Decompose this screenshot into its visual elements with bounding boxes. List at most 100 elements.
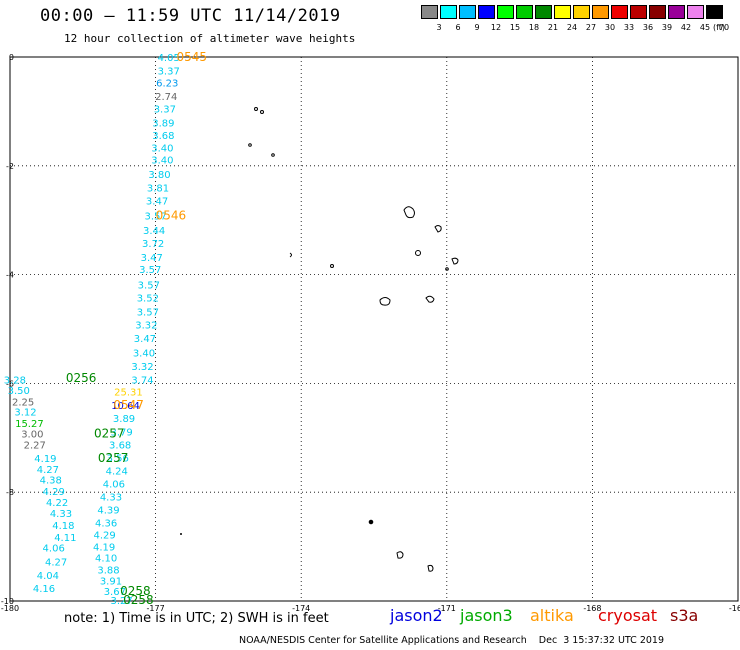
legend-unit: (ft): [712, 23, 726, 32]
legend-swatch: [649, 5, 666, 19]
legend-swatch: [535, 5, 552, 19]
y-tick-label: -8: [6, 488, 14, 497]
island-outline: [425, 295, 435, 303]
wave-height-value: 3.44: [143, 226, 165, 237]
wave-height-value: 4.06: [43, 544, 65, 555]
wave-height-value: 3.80: [148, 170, 170, 181]
y-tick-label: -10: [1, 597, 14, 606]
wave-height-value: 3.68: [152, 131, 174, 142]
wave-height-value: 3.32: [131, 362, 153, 373]
wave-height-value: 4.06: [103, 479, 125, 490]
y-tick-label: -4: [6, 271, 14, 280]
wave-height-value: 3.88: [97, 565, 119, 576]
wave-height-value: 4.19: [34, 454, 56, 465]
wave-height-value: 25.31: [114, 388, 143, 399]
legend-label: 3: [436, 23, 442, 32]
x-tick-label: -177: [147, 604, 165, 613]
wave-height-value: 3.40: [133, 348, 155, 359]
pass-time-label: 0256: [66, 371, 97, 385]
wave-height-value: 4.33: [100, 493, 122, 504]
legend-label: 70: [718, 23, 730, 32]
island-outline: [451, 257, 459, 265]
x-tick-label: -174: [292, 604, 310, 613]
wave-height-value: 10.64: [111, 401, 140, 412]
grid-lines: [10, 57, 738, 601]
x-tick-label: -168: [583, 604, 601, 613]
wave-height-value: 3.32: [135, 321, 157, 332]
wave-height-value: 4.10: [95, 553, 117, 564]
wave-height-value: 2.27: [24, 440, 46, 451]
island-outline: [368, 519, 374, 525]
island-outline: [396, 551, 404, 559]
wave-height-value: 3.79: [110, 427, 132, 438]
island-outline: [330, 264, 334, 268]
map-subtitle: 12 hour collection of altimeter wave hei…: [64, 32, 356, 45]
wave-height-value: 3.12: [14, 408, 36, 419]
islands: [180, 107, 459, 572]
pass-time-label: 0257: [98, 451, 129, 465]
wave-height-value: 3.57: [139, 265, 161, 276]
legend-label: 33: [623, 23, 635, 32]
wave-height-value: 3.81: [147, 184, 169, 195]
wave-height-value: 3.47: [141, 253, 163, 264]
legend-label: 27: [585, 23, 597, 32]
legend-label: 36: [642, 23, 654, 32]
satellite-s3a: s3a: [670, 606, 699, 625]
wave-height-value: 4.29: [94, 531, 116, 542]
wave-height-value: 4.38: [40, 476, 62, 487]
legend-swatch: [497, 5, 514, 19]
wave-height-value: 3.91: [100, 576, 122, 587]
legend-label: 21: [547, 23, 559, 32]
wave-height-value: 3.00: [21, 429, 43, 440]
pass-time-label: 0545: [176, 50, 207, 64]
wave-height-value: 2.25: [12, 397, 34, 408]
legend-swatch: [687, 5, 704, 19]
wave-height-value: 3.47: [146, 197, 168, 208]
legend-swatch: [421, 5, 438, 19]
wave-height-value: 3.37: [154, 105, 176, 116]
wave-height-value: 3.37: [158, 67, 180, 78]
wave-height-value: 4.05: [158, 53, 180, 64]
pass-time-label: 0257: [94, 426, 125, 440]
wave-height-value: 3.57: [144, 211, 166, 222]
y-tick-label: -6: [6, 379, 14, 388]
legend-label: 9: [474, 23, 480, 32]
legend-swatch: [630, 5, 647, 19]
y-tick-label: 0: [9, 53, 14, 62]
wave-height-value: 4.39: [97, 506, 119, 517]
island-outline: [289, 252, 292, 258]
wave-height-value: 4.18: [52, 521, 74, 532]
pass-time-label: 0258: [123, 593, 154, 607]
legend-label: 15: [509, 23, 521, 32]
wave-height-value: 4.36: [95, 519, 117, 530]
wave-height-value: 3.52: [137, 293, 159, 304]
wave-height-value: 3.74: [131, 376, 153, 387]
legend-label: 39: [661, 23, 673, 32]
axis-ticks: -180 -177 -174 -171 -168 -165 0 -2 -4 -6 -8 -10: [1, 53, 740, 613]
island-outline: [271, 153, 275, 157]
legend-swatch: [573, 5, 590, 19]
wave-height-value: 3.72: [142, 239, 164, 250]
credit-line: NOAA/NESDIS Center for Satellite Applica…: [239, 635, 664, 646]
x-tick-label: -165: [729, 604, 740, 613]
wave-height-value: 2.74: [155, 92, 177, 103]
pass-time-label: 0547: [113, 398, 144, 412]
island-outline: [403, 206, 415, 219]
wave-height-value: 4.27: [37, 465, 59, 476]
wave-height-value: 3.57: [137, 308, 159, 319]
wave-height-value: 3.56: [107, 453, 129, 464]
satellite-altika: altika: [530, 606, 574, 625]
legend-swatch: [706, 5, 723, 19]
wave-height-value: 4.04: [37, 571, 59, 582]
wave-height-value: 4.19: [93, 543, 115, 554]
legend-label: 24: [566, 23, 578, 32]
wave-height-value: 4.11: [54, 533, 76, 544]
wave-height-value: 3.27: [110, 596, 132, 607]
pass-time-label: 0546: [156, 208, 187, 222]
wave-height-value: 4.33: [50, 509, 72, 520]
island-outline: [445, 267, 449, 271]
wave-height-value: 3.28: [4, 376, 26, 387]
legend-swatch: [440, 5, 457, 19]
